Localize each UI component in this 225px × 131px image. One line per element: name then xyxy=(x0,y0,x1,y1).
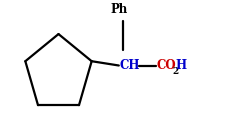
Text: CH: CH xyxy=(119,59,140,72)
Text: CO: CO xyxy=(156,59,176,72)
Text: H: H xyxy=(176,59,187,72)
Text: Ph: Ph xyxy=(111,3,128,16)
Text: 2: 2 xyxy=(172,67,178,76)
